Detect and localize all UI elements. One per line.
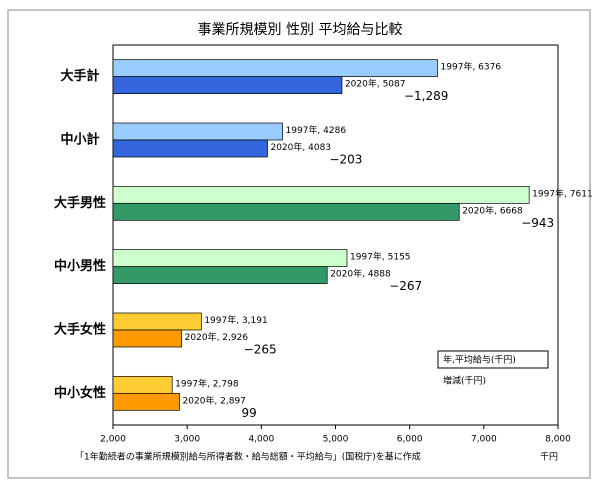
bar — [112, 312, 202, 331]
x-tick-label: 7,000 — [471, 435, 497, 445]
x-tick-label: 3,000 — [174, 435, 200, 445]
value-label: 1997年, 3,191 — [204, 314, 267, 326]
chart-title: 事業所規模別 性別 平均給与比較 — [198, 22, 403, 38]
bar — [112, 202, 460, 221]
value-label: 1997年, 2,798 — [175, 377, 239, 389]
category-label: 中小計 — [60, 132, 99, 148]
change-label: 99 — [242, 406, 257, 420]
category-label: 中小男性 — [54, 258, 106, 274]
bar — [112, 329, 183, 348]
legend-label: 年,平均給与(千円) — [443, 354, 516, 366]
category-label: 大手計 — [60, 68, 99, 84]
x-tick-label: 6,000 — [397, 435, 423, 445]
bar — [112, 76, 343, 95]
change-label: −203 — [329, 153, 362, 167]
value-label: 1997年, 7611 — [532, 187, 593, 199]
bar — [112, 122, 283, 141]
value-label: 1997年, 4286 — [286, 124, 347, 136]
bar — [112, 185, 530, 204]
value-label: 2020年, 4083 — [270, 141, 331, 153]
bar — [112, 266, 328, 285]
bar — [112, 249, 348, 268]
value-label: 2020年, 4888 — [330, 268, 391, 280]
value-label: 2020年, 5087 — [345, 78, 406, 90]
change-label: −1,289 — [404, 89, 448, 103]
change-label: −943 — [521, 216, 554, 230]
bar — [112, 59, 438, 78]
x-tick-label: 5,000 — [323, 435, 349, 445]
change-label: 増減(千円) — [443, 375, 486, 387]
category-label: 大手男性 — [54, 195, 106, 211]
category-label: 大手女性 — [54, 322, 106, 338]
value-label: 2020年, 6668 — [462, 204, 523, 216]
source-note: 「1年勤続者の事業所規模別給与所得者数・給与総額・平均給与」(国税庁)を基に作成 — [75, 451, 421, 463]
change-label: −265 — [244, 343, 277, 357]
bar — [112, 375, 173, 394]
value-label: 1997年, 5155 — [350, 251, 411, 263]
change-label: −267 — [389, 279, 422, 293]
value-label: 2020年, 2,926 — [185, 331, 249, 343]
x-tick-label: 4,000 — [248, 435, 274, 445]
x-tick-label: 2,000 — [100, 435, 126, 445]
x-axis-label: 千円 — [540, 452, 558, 463]
x-tick-label: 8,000 — [545, 435, 571, 445]
legend-box — [437, 350, 549, 369]
category-label: 中小女性 — [54, 385, 106, 401]
value-label: 1997年, 6376 — [441, 61, 502, 73]
bar — [112, 392, 180, 411]
value-label: 2020年, 2,897 — [183, 394, 246, 406]
bar — [112, 139, 268, 158]
